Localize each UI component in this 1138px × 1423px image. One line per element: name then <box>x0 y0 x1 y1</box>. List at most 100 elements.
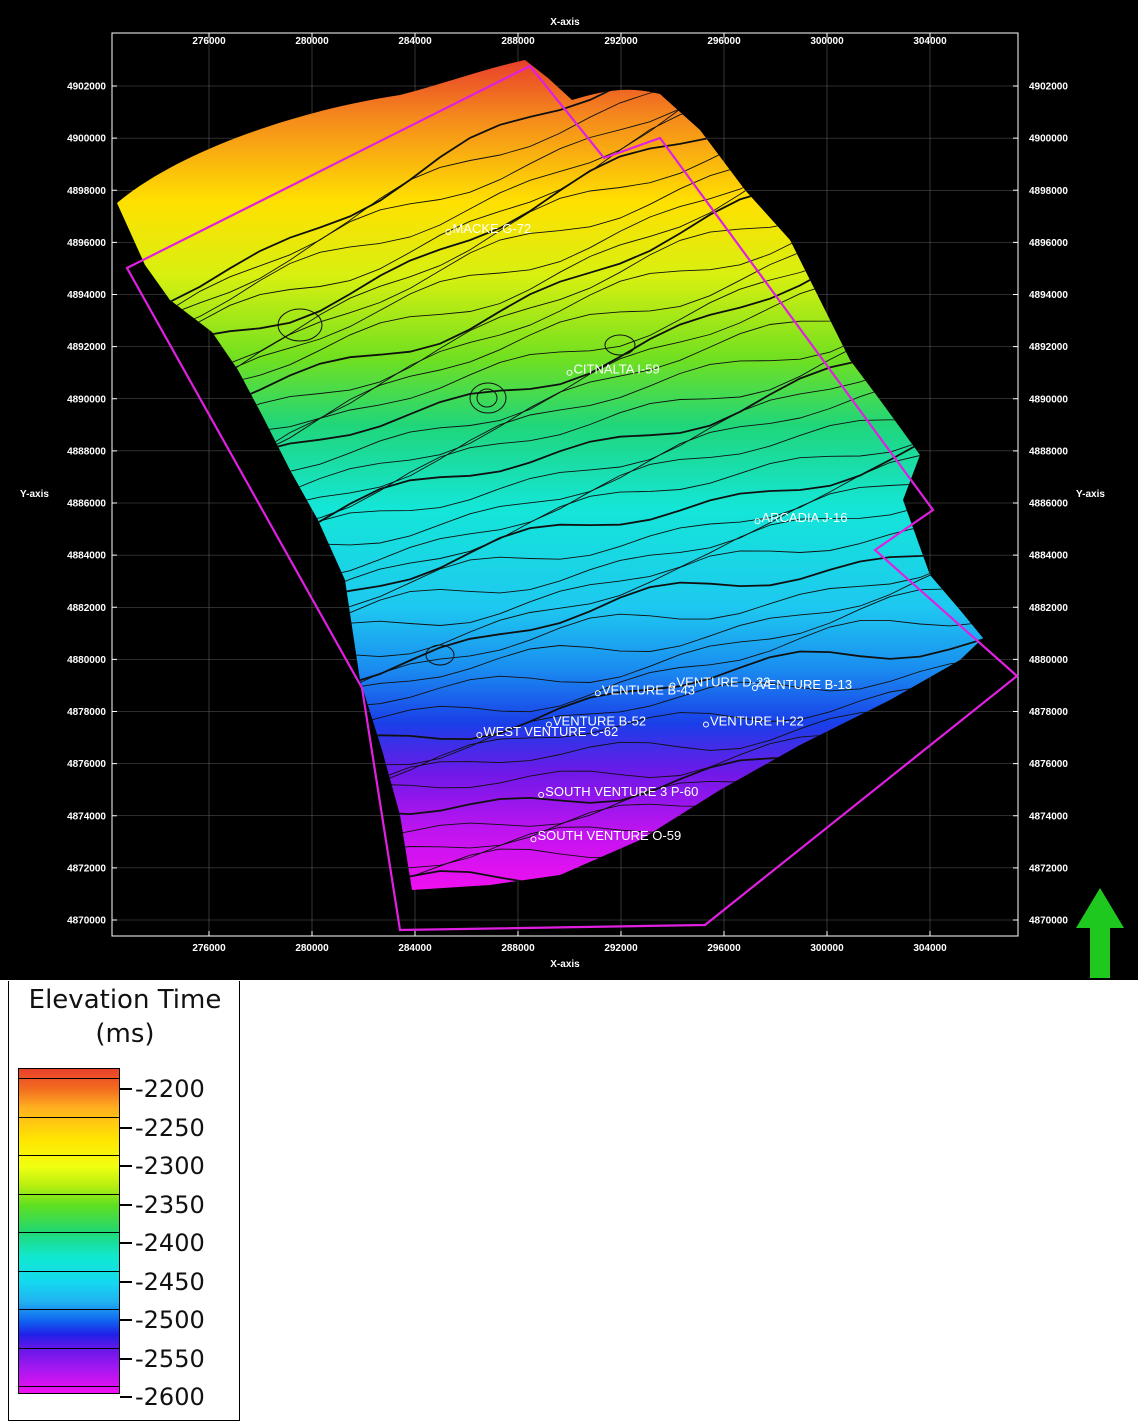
y-tick-label: 4902000 <box>67 82 106 93</box>
x-tick-label: 288000 <box>501 943 535 954</box>
y-tick-label: 4888000 <box>1029 446 1068 457</box>
well-marker-icon <box>702 721 709 728</box>
legend-contour-line <box>18 1347 120 1349</box>
contour-line <box>117 60 983 317</box>
map-panel: MACKE G-72 CITNALTA I-59 ARCADIA J-16 VENTU… <box>0 0 1138 980</box>
legend-label: -2600 <box>135 1383 205 1411</box>
x-tick-label: 276000 <box>192 36 226 47</box>
contour-line <box>117 60 983 350</box>
well-label: CITNALTA I-59 <box>574 362 660 377</box>
well-marker-icon <box>476 731 483 738</box>
well-marker-icon <box>530 836 537 843</box>
x-tick-label: 284000 <box>398 943 432 954</box>
y-tick-label: 4874000 <box>1029 811 1068 822</box>
y-tick-label: 4872000 <box>1029 863 1068 874</box>
well-label: SOUTH VENTURE 3 P-60 <box>545 784 698 799</box>
y-tick-label: 4890000 <box>67 394 106 405</box>
legend-title: Elevation Time (ms) <box>28 985 222 1049</box>
y-tick-label: 4876000 <box>67 759 106 770</box>
well-label: VENTURE B-43 <box>602 682 695 697</box>
well-marker-icon <box>751 685 758 692</box>
y-axis-title-left: Y-axis <box>20 489 49 500</box>
legend-contour-line <box>18 1270 120 1272</box>
y-tick-label: 4898000 <box>1029 186 1068 197</box>
legend-label: -2400 <box>135 1229 205 1257</box>
elevation-surface <box>117 60 983 890</box>
y-tick-label: 4886000 <box>67 499 106 510</box>
y-tick-label: 4898000 <box>67 186 106 197</box>
contour-line <box>117 60 983 345</box>
y-tick-label: 4870000 <box>1029 916 1068 927</box>
legend-tick <box>120 1165 132 1167</box>
legend-contour-line <box>18 1232 120 1233</box>
contour-ring <box>425 644 455 666</box>
y-tick-label: 4880000 <box>1029 655 1068 666</box>
legend-tick <box>120 1203 132 1206</box>
legend-label: -2500 <box>135 1306 205 1334</box>
y-tick-label: 4870000 <box>67 916 106 927</box>
well-marker-icon <box>445 228 452 235</box>
well-label: ARCADIA J-16 <box>761 510 847 525</box>
y-tick-label: 4902000 <box>1029 82 1068 93</box>
x-tick-label: 296000 <box>707 943 741 954</box>
x-tick-label: 300000 <box>810 943 844 954</box>
x-tick-label: 300000 <box>810 36 844 47</box>
legend-tick <box>120 1242 132 1244</box>
well-label: VENTURE B-13 <box>759 677 852 692</box>
legend-label: -2350 <box>135 1190 205 1219</box>
well-marker-icon <box>669 682 676 689</box>
x-tick-label: 284000 <box>398 36 432 47</box>
y-tick-label: 4894000 <box>67 290 106 301</box>
well-label: VENTURE H-22 <box>710 714 804 729</box>
contour-ring <box>476 388 498 408</box>
y-axis-ticks-right: 4902000 4900000 4898000 4896000 4894000 48920… <box>1013 82 1068 927</box>
x-axis-ticks-bottom: 276000 280000 284000 288000 292000 296000 3000… <box>192 931 947 954</box>
well-marker-icon <box>538 791 545 798</box>
legend-tick <box>120 1088 132 1090</box>
y-tick-label: 4896000 <box>67 238 106 249</box>
well-label: WEST VENTURE C-62 <box>483 724 618 739</box>
y-tick-label: 4880000 <box>67 655 106 666</box>
y-tick-label: 4892000 <box>67 342 106 353</box>
y-tick-label: 4886000 <box>1029 499 1068 510</box>
y-tick-label: 4878000 <box>67 707 106 718</box>
y-tick-label: 4900000 <box>1029 134 1068 145</box>
legend-tick <box>120 1126 132 1129</box>
well-marker-icon <box>545 721 552 728</box>
legend-label: -2450 <box>135 1267 205 1296</box>
y-tick-label: 4876000 <box>1029 759 1068 770</box>
x-tick-label: 304000 <box>913 36 947 47</box>
y-tick-label: 4872000 <box>67 863 106 874</box>
legend-contour-line <box>18 1116 120 1118</box>
x-tick-label: 280000 <box>295 36 329 47</box>
y-tick-label: 4882000 <box>67 603 106 614</box>
well-label: MACKE G-72 <box>452 221 531 236</box>
legend-contour-line <box>18 1193 120 1195</box>
legend-tick <box>120 1280 132 1283</box>
legend-tick <box>120 1396 132 1398</box>
x-tick-label: 276000 <box>192 943 226 954</box>
contour-ring <box>604 334 636 356</box>
x-tick-label: 304000 <box>913 943 947 954</box>
x-tick-label: 292000 <box>604 943 638 954</box>
well-marker-icon <box>594 690 601 697</box>
x-axis-title-top: X-axis <box>550 17 580 28</box>
well-label: SOUTH VENTURE O-59 <box>537 828 681 843</box>
y-tick-label: 4874000 <box>67 811 106 822</box>
legend-tick <box>120 1319 132 1321</box>
x-axis-ticks-top: 276000 280000 284000 288000 292000 296000 3000… <box>192 33 947 47</box>
well-marker-icon <box>566 369 573 376</box>
y-tick-label: 4878000 <box>1029 707 1068 718</box>
legend-color-bar <box>18 1068 120 1394</box>
y-tick-label: 4894000 <box>1029 290 1068 301</box>
legend-contour-line <box>18 1309 120 1310</box>
well-marker-icon <box>754 518 761 525</box>
y-tick-label: 4884000 <box>1029 551 1068 562</box>
contour-line <box>117 60 983 352</box>
north-arrow-icon <box>1076 888 1124 978</box>
x-tick-label: 296000 <box>707 36 741 47</box>
legend-label: -2550 <box>135 1344 205 1373</box>
x-tick-label: 288000 <box>501 36 535 47</box>
color-legend: Elevation Time (ms) -2200 -2250 -2300 -2350… <box>8 981 240 1421</box>
legend-contour-line <box>18 1155 120 1156</box>
